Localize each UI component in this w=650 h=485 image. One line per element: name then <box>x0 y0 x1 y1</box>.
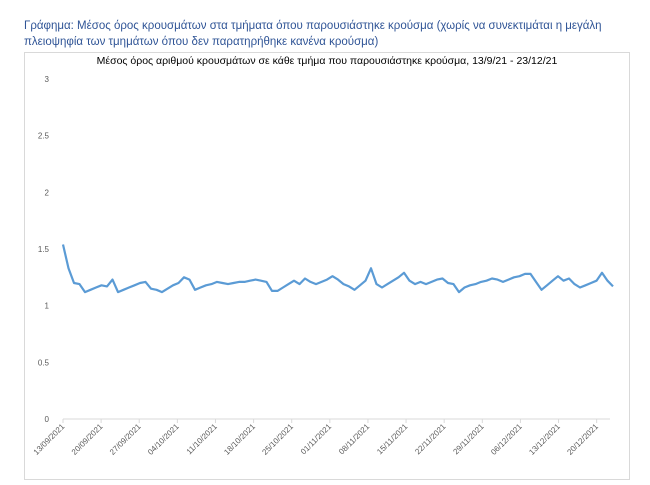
line-chart: 0 0.5 1 1.5 2 2.5 3 13/09/2021 20/09/2021 27/09/2… <box>32 75 614 457</box>
x-tick-label: 13/12/2021 <box>527 422 562 457</box>
chart-title: Μέσος όρος αριθμού κρουσμάτων σε κάθε τμ… <box>96 55 558 67</box>
x-tick-label: 11/10/2021 <box>185 422 220 457</box>
y-tick-label: 1.5 <box>38 245 50 254</box>
x-tick-label: 29/11/2021 <box>451 422 486 457</box>
x-tick-label: 20/09/2021 <box>70 422 105 457</box>
x-tick-label: 13/09/2021 <box>32 422 67 457</box>
series-line <box>61 244 614 294</box>
y-tick-label: 1 <box>45 302 50 311</box>
y-tick-label: 2 <box>45 188 50 197</box>
x-tick-label: 22/11/2021 <box>413 422 448 457</box>
x-tick-label: 06/12/2021 <box>489 422 524 457</box>
x-tick-label: 15/11/2021 <box>375 422 410 457</box>
x-tick-label: 20/12/2021 <box>565 422 600 457</box>
x-tick-label: 08/11/2021 <box>337 422 372 457</box>
x-tick-label: 01/11/2021 <box>299 422 334 457</box>
y-tick-label: 3 <box>45 75 50 84</box>
y-tick-label: 0.5 <box>38 358 50 367</box>
chart-area: Μέσος όρος αριθμού κρουσμάτων σε κάθε τμ… <box>24 52 630 480</box>
x-tick-label: 04/10/2021 <box>146 422 181 457</box>
x-tick-label: 27/09/2021 <box>108 422 143 457</box>
x-tick-label: 25/10/2021 <box>260 422 295 457</box>
y-tick-label: 2.5 <box>38 132 50 141</box>
chart-caption: Γράφημα: Μέσος όρος κρουσμάτων στα τμήμα… <box>24 20 602 48</box>
x-tick-label: 18/10/2021 <box>222 422 257 457</box>
y-tick-label: 0 <box>45 415 50 424</box>
